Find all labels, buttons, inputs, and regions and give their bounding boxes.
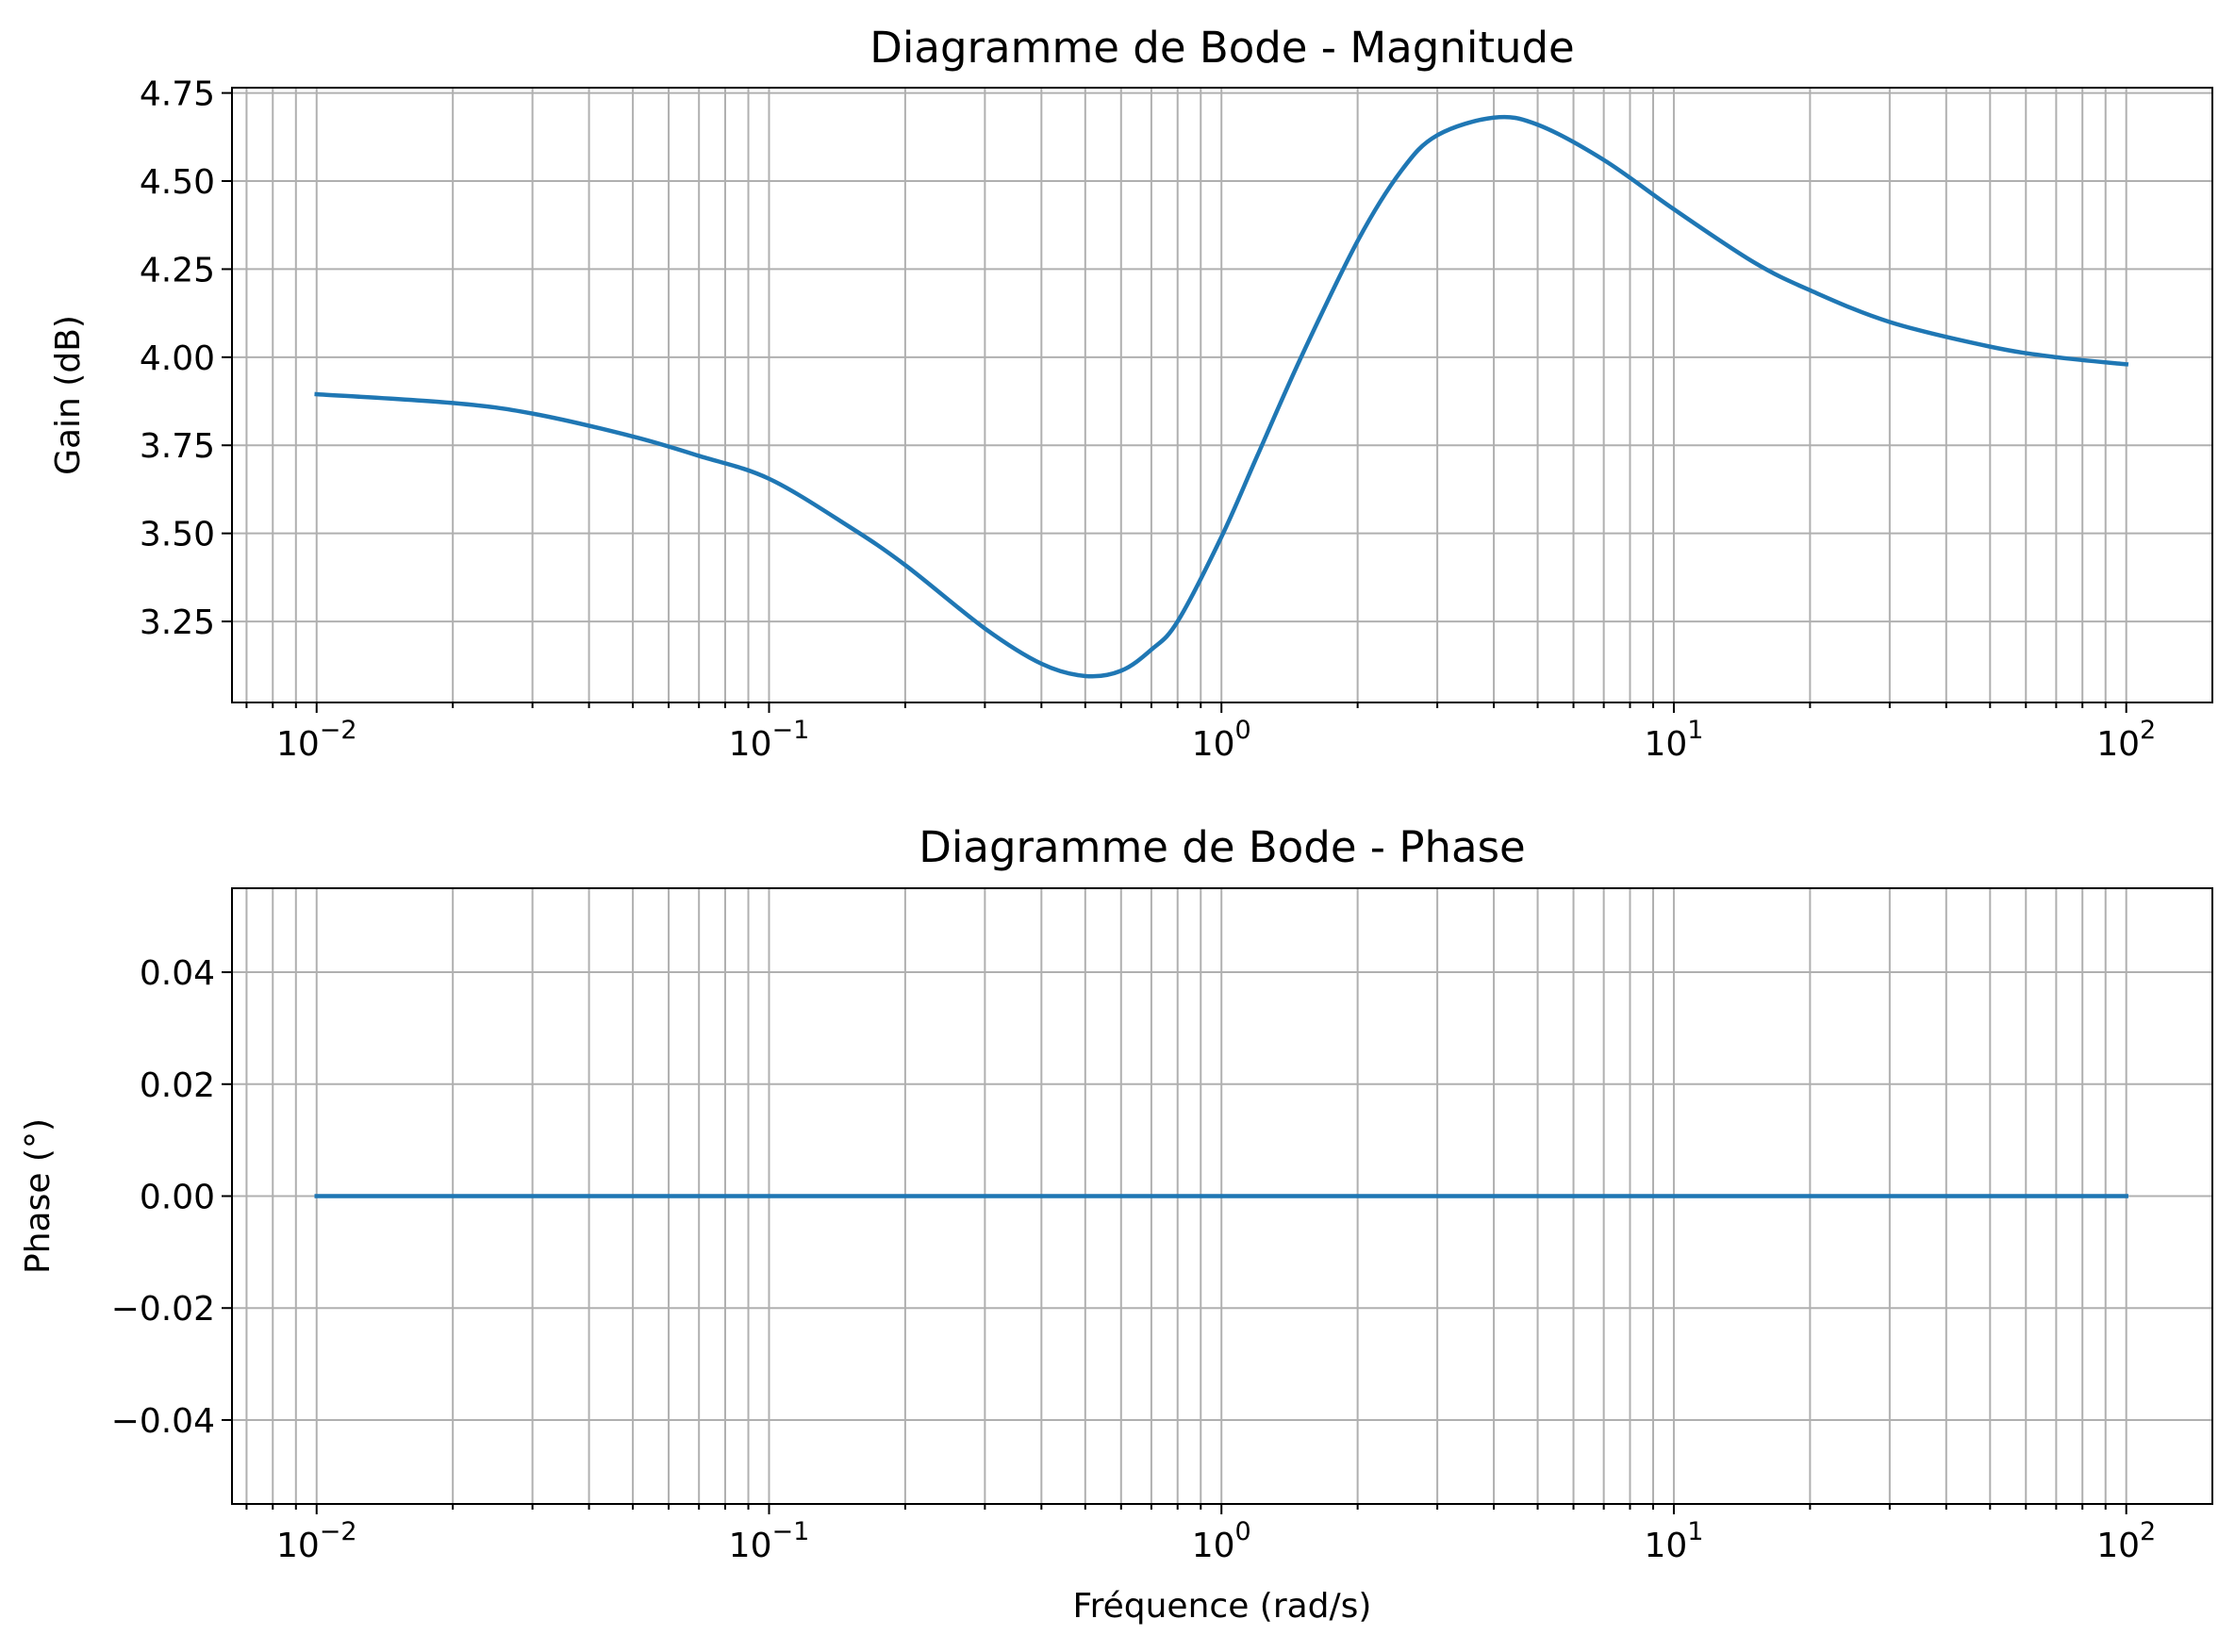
magnitude-series	[314, 114, 2129, 679]
y-tick-label: 3.25	[140, 603, 215, 642]
phase-xlabel: Fréquence (rad/s)	[1073, 1587, 1372, 1626]
x-tick-label: 10−2	[276, 716, 357, 764]
magnitude-ylabel: Gain (dB)	[49, 315, 88, 475]
magnitude-subplot: 10−2 10−1 100 101 102 3.25 3.50 3.75 4.00 4.25 4.5…	[49, 23, 2213, 764]
x-tick-label: 101	[1644, 1517, 1703, 1565]
y-tick-label: −0.04	[111, 1402, 215, 1441]
phase-ylabel: Phase (°)	[19, 1118, 58, 1274]
series-line	[314, 114, 2129, 679]
phase-subplot: 10−2 10−1 100 101 102−0.04−0.020.000.020.04 …	[19, 822, 2213, 1626]
x-tick-label: 100	[1192, 716, 1251, 764]
magnitude-axes-frame	[231, 87, 2213, 703]
x-tick-label: 10−2	[276, 1517, 357, 1565]
x-tick-label: 101	[1644, 716, 1703, 764]
phase-axes-frame	[231, 887, 2213, 1505]
magnitude-ticks: 10−2 10−1 100 101 102 3.25 3.50 3.75 4.00 4.25 4.5…	[140, 75, 2156, 764]
magnitude-title: Diagramme de Bode - Magnitude	[869, 23, 1575, 73]
x-tick-label: 10−1	[729, 716, 810, 764]
y-tick-label: 0.02	[140, 1066, 215, 1105]
y-tick-label: 4.00	[140, 339, 215, 378]
x-tick-label: 102	[2096, 1517, 2156, 1565]
phase-title: Diagramme de Bode - Phase	[919, 822, 1525, 872]
magnitude-grid	[232, 88, 2212, 702]
x-tick-label: 102	[2096, 716, 2156, 764]
y-tick-label: 4.50	[140, 163, 215, 202]
y-tick-label: 3.50	[140, 516, 215, 554]
x-tick-label: 100	[1192, 1517, 1251, 1565]
y-tick-label: 4.25	[140, 251, 215, 289]
y-tick-label: −0.02	[111, 1290, 215, 1329]
x-tick-label: 10−1	[729, 1517, 810, 1565]
y-tick-label: 0.00	[140, 1179, 215, 1217]
phase-ticks: 10−2 10−1 100 101 102 −0.04 −0.02 0.00 0.02 0.04	[111, 954, 2157, 1565]
y-tick-label: 3.75	[140, 427, 215, 466]
y-tick-label: 0.04	[140, 954, 215, 993]
y-tick-label: 4.75	[140, 75, 215, 114]
